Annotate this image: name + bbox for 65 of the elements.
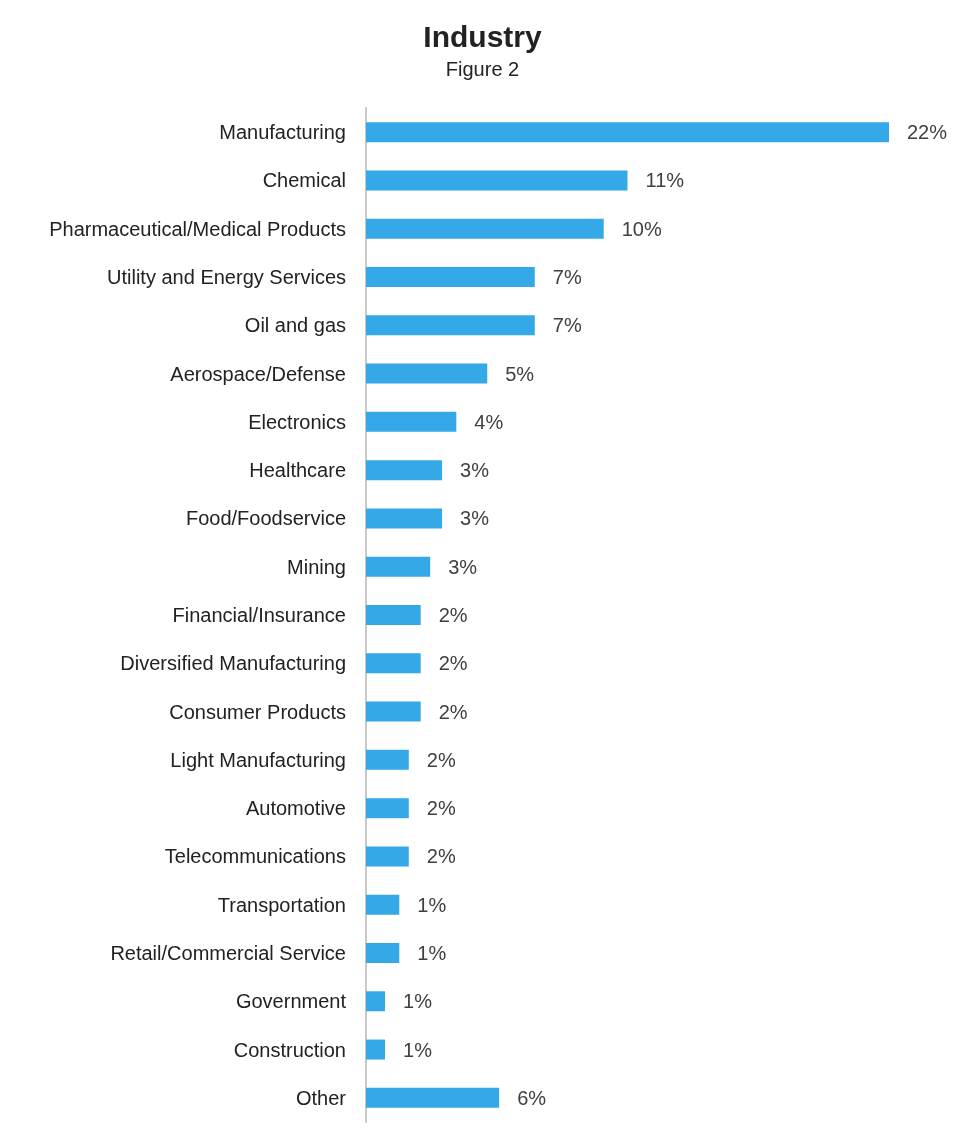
data-label: 2% xyxy=(438,652,468,675)
bar xyxy=(366,122,889,143)
data-label: 2% xyxy=(438,700,468,723)
y-tick-label: Aerospace/Defense xyxy=(170,362,346,385)
bar xyxy=(366,653,421,674)
bar xyxy=(366,460,443,481)
data-label: 2% xyxy=(426,748,456,771)
data-label: 2% xyxy=(426,797,456,820)
y-tick-label: Telecommunications xyxy=(164,845,346,868)
data-label: 10% xyxy=(621,217,662,240)
data-label: 6% xyxy=(517,1086,547,1109)
y-tick-label: Manufacturing xyxy=(219,121,346,144)
bar xyxy=(366,1039,386,1060)
data-label: 3% xyxy=(460,507,490,530)
bar xyxy=(366,701,421,722)
bar xyxy=(366,508,443,529)
data-label: 1% xyxy=(417,942,447,964)
y-tick-label: Consumer Products xyxy=(169,700,346,723)
y-tick-label: Food/Foodservice xyxy=(185,507,346,530)
y-tick-label: Pharmaceutical/Medical Products xyxy=(49,217,346,240)
bar xyxy=(366,267,535,287)
bar xyxy=(366,218,604,239)
y-tick-label: Financial/Insurance xyxy=(172,604,346,626)
data-label: 1% xyxy=(403,1038,433,1061)
data-label: 2% xyxy=(426,845,456,868)
bar xyxy=(366,1087,500,1108)
bar xyxy=(366,749,409,770)
bar xyxy=(366,894,400,915)
bar xyxy=(366,170,628,191)
y-tick-label: Other xyxy=(295,1086,347,1109)
bar xyxy=(366,363,488,384)
data-label: 1% xyxy=(403,990,433,1013)
y-tick-label: Light Manufacturing xyxy=(170,748,346,771)
y-tick-label: Transportation xyxy=(217,893,346,916)
data-label: 2% xyxy=(438,604,468,626)
data-label: 7% xyxy=(552,266,582,288)
y-tick-label: Oil and gas xyxy=(244,314,346,337)
bar xyxy=(366,991,386,1012)
bar xyxy=(366,846,409,867)
bar xyxy=(366,798,409,819)
bar xyxy=(366,315,535,336)
data-label: 1% xyxy=(417,893,447,916)
y-tick-label: Utility and Energy Services xyxy=(107,266,346,288)
data-label: 4% xyxy=(474,410,504,433)
bar xyxy=(366,605,421,625)
bar xyxy=(366,411,457,432)
data-label: 5% xyxy=(505,362,535,385)
data-label: 3% xyxy=(448,555,478,578)
bar xyxy=(366,943,400,963)
bar xyxy=(366,556,431,577)
data-label: 11% xyxy=(645,169,685,192)
chart-title: Industry xyxy=(423,19,542,53)
y-tick-label: Automotive xyxy=(245,797,346,820)
y-tick-label: Retail/Commercial Service xyxy=(110,942,346,964)
y-tick-label: Healthcare xyxy=(249,459,346,482)
chart-subtitle: Figure 2 xyxy=(445,58,520,80)
y-tick-label: Construction xyxy=(233,1038,346,1061)
y-tick-label: Electronics xyxy=(248,410,346,433)
y-tick-label: Chemical xyxy=(262,169,346,192)
data-label: 22% xyxy=(907,121,948,144)
data-label: 3% xyxy=(460,459,490,482)
data-label: 7% xyxy=(552,314,582,337)
y-tick-label: Mining xyxy=(287,555,346,578)
y-tick-label: Diversified Manufacturing xyxy=(120,652,346,675)
y-tick-label: Government xyxy=(235,990,347,1013)
